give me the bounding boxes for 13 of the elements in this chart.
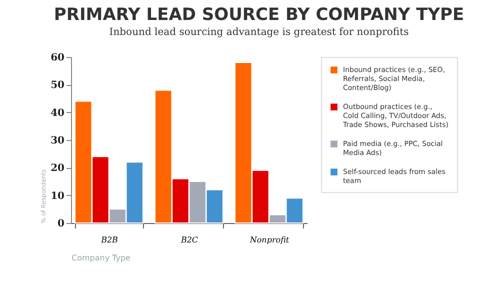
chart-subtitle: Inbound lead sourcing advantage is greatest for nonprofits xyxy=(109,27,409,38)
y-tick-label: 20 xyxy=(50,163,65,174)
y-tick-label: 0 xyxy=(58,218,65,230)
y-tick-label: 30 xyxy=(50,136,65,146)
x-tick-label: B2B xyxy=(100,236,118,244)
chart-title: PRIMARY LEAD SOURCE BY COMPANY TYPE xyxy=(54,5,464,25)
y-tick-label: 10 xyxy=(50,190,65,202)
x-tick-label: Nonprofit xyxy=(248,236,290,244)
x-axis-title: Company Type xyxy=(72,254,131,262)
y-tick-label: 60 xyxy=(50,52,65,64)
y-tick-label: 50 xyxy=(50,80,65,92)
x-tick-label: B2C xyxy=(180,236,198,244)
y-tick-label: 40 xyxy=(50,108,65,119)
